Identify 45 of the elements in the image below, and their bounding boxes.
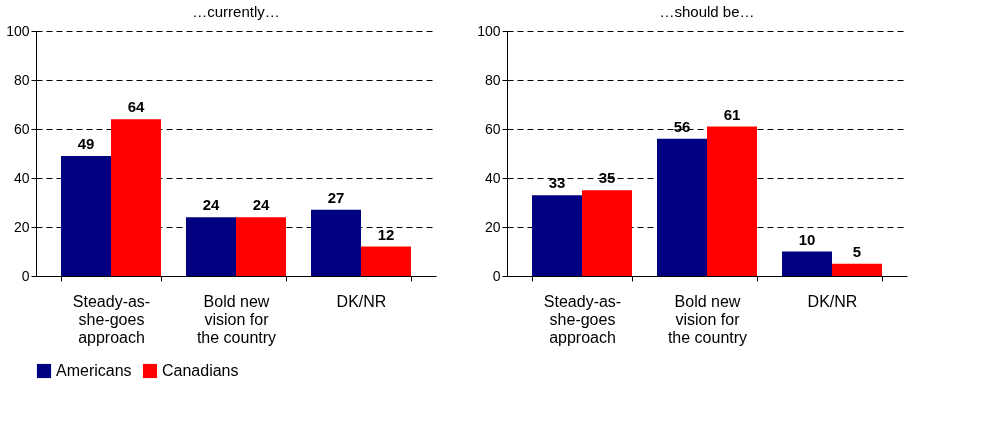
y-tick-label: 40 [484, 169, 501, 186]
y-tick-label: 100 [477, 22, 501, 39]
bar [707, 126, 757, 276]
y-tick-label: 100 [6, 22, 30, 39]
y-tick-label: 80 [484, 71, 501, 88]
x-tick-label: Steady-as-she-goes approach [72, 292, 151, 346]
bar [61, 155, 111, 276]
data-label: 35 [598, 169, 616, 187]
chart-title: …should be… [659, 3, 755, 20]
y-tick-label: 40 [13, 169, 30, 186]
data-label: 5 [852, 242, 862, 260]
bar [782, 251, 832, 276]
x-tick-label: Bold new vision for the country [196, 292, 277, 346]
bar [532, 195, 582, 276]
chart-title: …currently… [192, 3, 280, 20]
data-label: 64 [127, 98, 145, 116]
legend-label: Canadians [162, 362, 239, 379]
data-label: 56 [673, 117, 691, 135]
y-tick-label: 60 [484, 120, 501, 137]
x-tick-label: Bold new vision for the country [667, 292, 748, 346]
data-label: 49 [77, 134, 95, 152]
data-label: 10 [798, 230, 816, 248]
data-label: 12 [377, 225, 395, 243]
y-tick-label: 20 [484, 218, 501, 235]
bar [111, 119, 161, 276]
y-tick-label: 0 [492, 267, 501, 284]
y-tick-label: 80 [13, 71, 30, 88]
bar [236, 217, 286, 276]
x-tick-label: DK/NR [336, 292, 387, 310]
y-tick-label: 60 [13, 120, 30, 137]
bar [832, 263, 882, 276]
data-label: 61 [723, 105, 741, 123]
data-label: 27 [327, 188, 345, 206]
y-tick-label: 20 [13, 218, 30, 235]
legend-label: Americans [56, 362, 132, 379]
x-tick-label: DK/NR [807, 292, 858, 310]
data-label: 24 [202, 196, 220, 214]
y-tick-label: 0 [21, 267, 30, 284]
bar [657, 138, 707, 276]
data-label: 24 [252, 196, 270, 214]
bar [582, 190, 632, 276]
x-tick-label: Steady-as-she-goes approach [543, 292, 622, 346]
bar [311, 209, 361, 276]
bar [186, 217, 236, 276]
bar [361, 246, 411, 276]
